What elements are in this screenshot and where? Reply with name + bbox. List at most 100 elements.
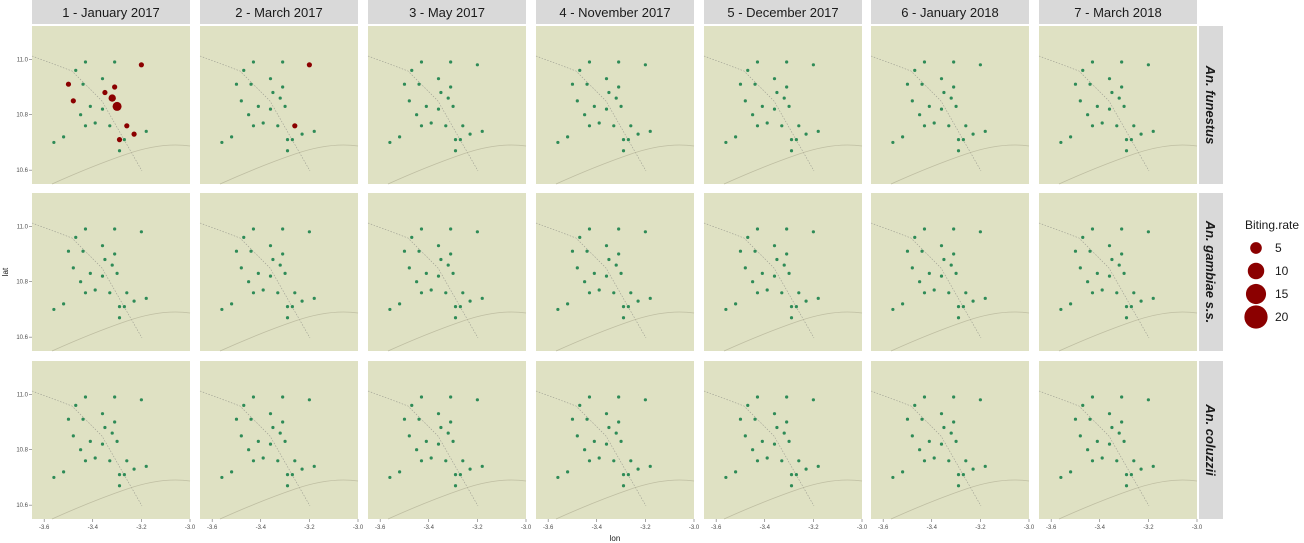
zero-biting-rate-point <box>918 448 922 452</box>
facet-panel <box>199 26 359 185</box>
zero-biting-rate-point <box>424 104 428 108</box>
zero-biting-rate-point <box>271 90 275 95</box>
zero-biting-rate-point <box>249 417 253 421</box>
zero-biting-rate-point <box>804 132 808 136</box>
column-strip <box>1039 0 1197 24</box>
zero-biting-rate-point <box>100 442 105 446</box>
zero-biting-rate-point <box>81 249 85 253</box>
zero-biting-rate-point <box>592 104 596 108</box>
map-background <box>536 26 694 184</box>
map-road-line <box>555 479 695 520</box>
zero-biting-rate-point <box>1100 121 1104 125</box>
zero-biting-rate-point <box>268 274 273 278</box>
facet-panel <box>1038 361 1198 520</box>
zero-biting-rate-point <box>775 425 779 430</box>
zero-biting-rate-point <box>1117 96 1121 100</box>
map-background <box>32 26 190 184</box>
zero-biting-rate-point <box>927 104 931 108</box>
zero-biting-rate-point <box>971 467 975 471</box>
zero-biting-rate-point <box>746 235 750 239</box>
zero-biting-rate-point <box>1090 291 1095 295</box>
map-road-line <box>219 144 359 185</box>
zero-biting-rate-point <box>942 257 946 262</box>
x-tick-label: -3.6 <box>207 525 218 531</box>
biting-rate-point <box>102 89 108 96</box>
zero-biting-rate-point <box>276 291 280 295</box>
zero-biting-rate-point <box>251 60 256 64</box>
zero-biting-rate-point <box>734 135 738 139</box>
x-tick-label: -3.2 <box>304 525 315 531</box>
zero-biting-rate-point <box>751 448 755 452</box>
zero-biting-rate-point <box>597 288 601 292</box>
column-strip-label: 7 - March 2018 <box>1074 5 1161 20</box>
zero-biting-rate-point <box>738 417 743 421</box>
zero-biting-rate-point <box>108 291 112 295</box>
biting-rate-point <box>112 84 118 90</box>
zero-biting-rate-point <box>932 456 936 460</box>
zero-biting-rate-point <box>949 263 953 267</box>
row-strip <box>1199 193 1223 351</box>
zero-biting-rate-point <box>451 104 455 108</box>
zero-biting-rate-point <box>597 456 601 460</box>
zero-biting-rate-point <box>419 459 424 463</box>
zero-biting-rate-point <box>281 252 285 256</box>
legend-key-point <box>1250 242 1262 254</box>
zero-biting-rate-point <box>607 425 611 430</box>
zero-biting-rate-point <box>787 271 791 275</box>
x-axis-title: lon <box>610 534 621 543</box>
map-background <box>368 26 526 184</box>
zero-biting-rate-point <box>607 257 611 262</box>
facet-panel <box>367 26 527 185</box>
map-border-line <box>367 222 479 339</box>
zero-biting-rate-point <box>1088 249 1092 253</box>
map-background <box>536 361 694 519</box>
map-border-line <box>535 390 647 507</box>
map-border-line <box>199 55 311 172</box>
facet-panel <box>199 193 359 352</box>
zero-biting-rate-point <box>753 82 757 86</box>
zero-biting-rate-point <box>648 464 652 468</box>
map-road-line <box>1058 311 1198 352</box>
zero-biting-rate-point <box>585 249 589 253</box>
zero-biting-rate-point <box>439 90 443 95</box>
zero-biting-rate-point <box>636 132 640 136</box>
x-tick-label: -3.4 <box>592 525 603 531</box>
map-road-line <box>723 479 863 520</box>
row-strip-label: An. gambiae s.s. <box>1203 220 1218 324</box>
zero-biting-rate-point <box>458 305 462 309</box>
zero-biting-rate-point <box>604 244 609 248</box>
zero-biting-rate-point <box>939 442 944 446</box>
map-border-line <box>1038 55 1150 172</box>
zero-biting-rate-point <box>978 63 982 67</box>
zero-biting-rate-point <box>278 263 282 267</box>
zero-biting-rate-point <box>566 470 570 474</box>
zero-biting-rate-point <box>436 274 441 278</box>
zero-biting-rate-point <box>1095 439 1099 443</box>
zero-biting-rate-point <box>1078 434 1082 438</box>
zero-biting-rate-point <box>738 82 743 86</box>
zero-biting-rate-point <box>1086 448 1090 452</box>
zero-biting-rate-point <box>901 302 905 306</box>
y-tick-label: 10.6 <box>16 335 28 341</box>
zero-biting-rate-point <box>398 470 402 474</box>
zero-biting-rate-point <box>407 266 411 270</box>
zero-biting-rate-point <box>283 271 287 275</box>
zero-biting-rate-point <box>775 257 779 262</box>
zero-biting-rate-point <box>587 124 592 128</box>
column-strip-label: 5 - December 2017 <box>727 5 838 20</box>
zero-biting-rate-point <box>132 467 136 471</box>
x-tick-label: -3.4 <box>88 525 99 531</box>
zero-biting-rate-point <box>797 291 801 295</box>
zero-biting-rate-point <box>88 104 92 108</box>
zero-biting-rate-point <box>621 149 626 153</box>
zero-biting-rate-point <box>419 395 424 399</box>
zero-biting-rate-point <box>920 417 924 421</box>
x-tick-label: -3.2 <box>472 525 483 531</box>
zero-biting-rate-point <box>415 113 419 117</box>
zero-biting-rate-point <box>724 140 728 145</box>
biting-rate-point <box>65 81 72 87</box>
zero-biting-rate-point <box>468 299 472 303</box>
legend-key-point <box>1245 283 1267 305</box>
zero-biting-rate-point <box>100 107 105 111</box>
zero-biting-rate-point <box>617 420 621 424</box>
